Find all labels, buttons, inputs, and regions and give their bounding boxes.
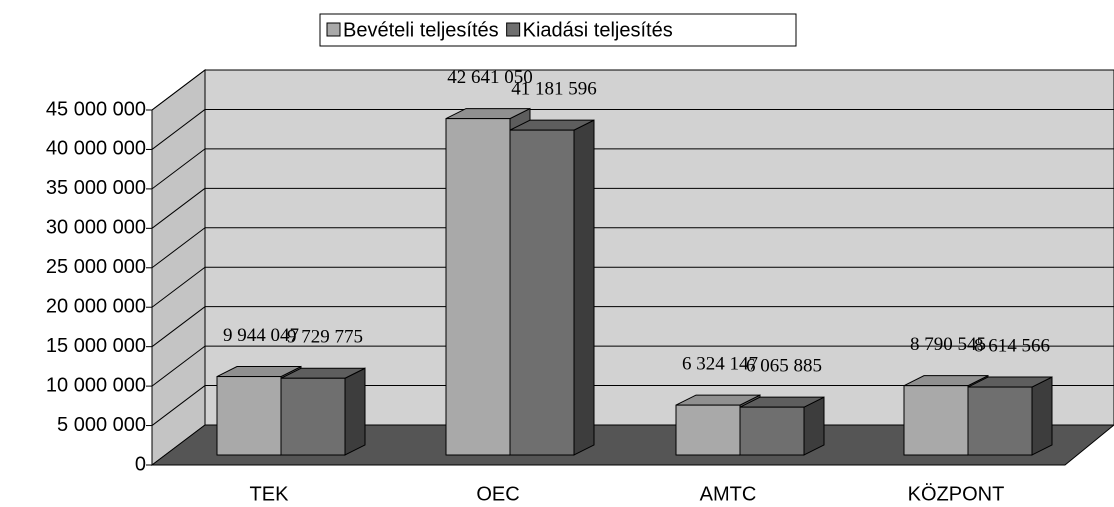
back-wall — [204, 69, 1114, 426]
grid-line — [151, 306, 206, 348]
value-label: 42 641 050 — [447, 67, 533, 88]
grid-line — [151, 69, 206, 111]
x-tick-label: AMTC — [700, 483, 757, 505]
value-label: 41 181 596 — [511, 78, 597, 99]
value-label: 9 944 047 — [223, 325, 299, 346]
y-tick-label: 20 000 000 — [46, 296, 146, 318]
legend-label: Kiadási teljesítés — [523, 19, 673, 41]
bar — [675, 404, 741, 456]
y-tick-label: 25 000 000 — [46, 256, 146, 278]
bar — [739, 406, 805, 456]
x-tick-label: TEK — [250, 483, 290, 505]
grid-line — [151, 266, 206, 308]
bar-side — [573, 119, 595, 456]
floor — [150, 424, 1114, 466]
y-tick-label: 15 000 000 — [46, 335, 146, 357]
legend-box — [319, 13, 797, 47]
x-tick-label: OEC — [476, 483, 519, 505]
legend-swatch — [326, 22, 341, 37]
bar — [967, 386, 1033, 456]
y-tick-label: 40 000 000 — [46, 138, 146, 160]
y-tick-label: 5 000 000 — [57, 414, 146, 436]
grid-line — [151, 345, 206, 387]
value-label: 6 324 147 — [682, 353, 758, 374]
grid-line — [151, 148, 206, 190]
legend-label: Bevételi teljesítés — [343, 19, 499, 41]
bar-side — [1031, 376, 1053, 456]
grid-line — [151, 385, 206, 426]
value-label: 6 065 885 — [746, 356, 822, 377]
bar — [445, 118, 511, 456]
value-label: 8 614 566 — [974, 335, 1050, 356]
bar — [280, 377, 346, 456]
bar-side — [344, 367, 366, 456]
grid-line — [151, 227, 206, 269]
x-tick-label: KÖZPONT — [908, 483, 1005, 505]
value-label: 9 729 775 — [287, 327, 363, 348]
bar — [216, 376, 282, 456]
grid-line — [151, 187, 206, 229]
bar — [903, 385, 969, 456]
y-tick-label: 0 — [135, 453, 146, 475]
y-tick-label: 45 000 000 — [46, 98, 146, 120]
grid-line — [151, 109, 206, 150]
value-label: 8 790 545 — [910, 334, 986, 355]
y-tick-label: 10 000 000 — [46, 374, 146, 396]
y-tick-label: 35 000 000 — [46, 177, 146, 199]
bar — [509, 129, 575, 456]
legend-swatch — [506, 22, 521, 37]
y-tick-label: 30 000 000 — [46, 217, 146, 239]
